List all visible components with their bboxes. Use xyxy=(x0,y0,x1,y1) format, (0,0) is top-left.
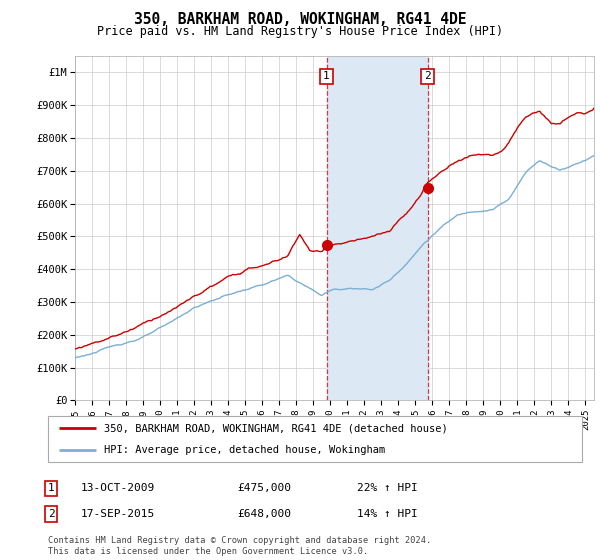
Text: 1: 1 xyxy=(47,483,55,493)
FancyBboxPatch shape xyxy=(48,416,582,462)
Text: Contains HM Land Registry data © Crown copyright and database right 2024.
This d: Contains HM Land Registry data © Crown c… xyxy=(48,536,431,556)
Bar xyxy=(326,56,428,400)
Text: £475,000: £475,000 xyxy=(237,483,291,493)
Text: 2: 2 xyxy=(47,509,55,519)
Text: £648,000: £648,000 xyxy=(237,509,291,519)
Text: 1: 1 xyxy=(323,72,330,82)
Text: 2: 2 xyxy=(424,72,431,82)
Text: 13-OCT-2009: 13-OCT-2009 xyxy=(81,483,155,493)
Text: 350, BARKHAM ROAD, WOKINGHAM, RG41 4DE: 350, BARKHAM ROAD, WOKINGHAM, RG41 4DE xyxy=(134,12,466,27)
Text: 14% ↑ HPI: 14% ↑ HPI xyxy=(357,509,418,519)
Text: 22% ↑ HPI: 22% ↑ HPI xyxy=(357,483,418,493)
Text: 350, BARKHAM ROAD, WOKINGHAM, RG41 4DE (detached house): 350, BARKHAM ROAD, WOKINGHAM, RG41 4DE (… xyxy=(104,423,448,433)
Text: HPI: Average price, detached house, Wokingham: HPI: Average price, detached house, Woki… xyxy=(104,445,385,455)
Text: 17-SEP-2015: 17-SEP-2015 xyxy=(81,509,155,519)
Text: Price paid vs. HM Land Registry's House Price Index (HPI): Price paid vs. HM Land Registry's House … xyxy=(97,25,503,38)
